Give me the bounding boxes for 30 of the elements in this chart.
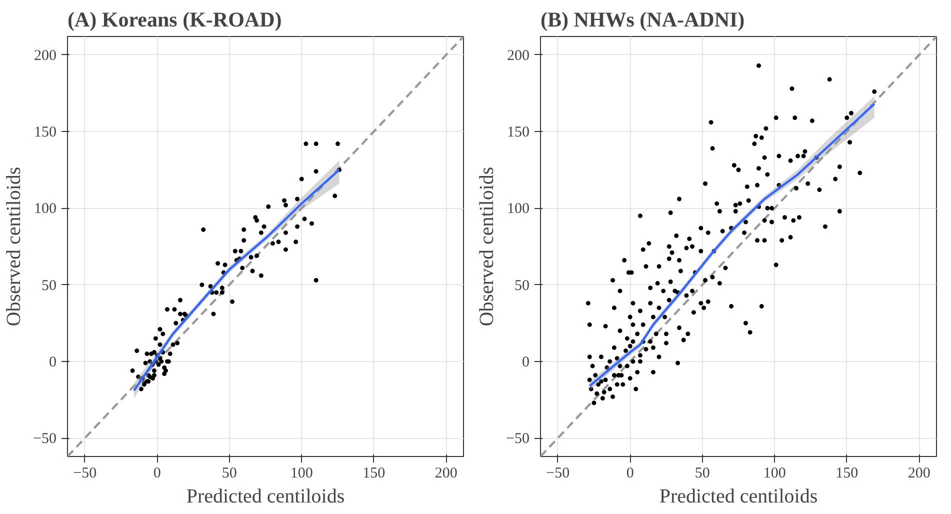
x-tick-label: 150 xyxy=(362,466,386,482)
chart-title: (B) NHWs (NA-ADNI) xyxy=(540,8,745,32)
y-tick-label: 200 xyxy=(507,48,530,64)
y-axis-title: Observed centiloids xyxy=(3,166,26,326)
y-tick-label: 150 xyxy=(34,124,56,141)
y-tick-label: −50 xyxy=(506,431,530,448)
y-tick-label: 100 xyxy=(507,201,530,218)
y-tick-label: 100 xyxy=(34,201,56,218)
x-tick-label: 200 xyxy=(434,466,458,482)
x-tick-label: 100 xyxy=(290,466,313,482)
x-tick-label: 200 xyxy=(908,466,930,482)
y-tick-label: 150 xyxy=(507,124,530,141)
x-axis-title: Predicted centiloids xyxy=(186,486,345,508)
x-tick-label: 50 xyxy=(694,466,710,482)
x-tick-label: 100 xyxy=(763,466,786,482)
y-tick-label: 50 xyxy=(42,278,56,294)
y-tick-label: 50 xyxy=(514,278,530,294)
chart-title: (A) Koreans (K-ROAD) xyxy=(68,8,282,32)
y-tick-label: 0 xyxy=(49,354,56,370)
x-tick-label: 50 xyxy=(222,466,237,482)
y-tick-label: 0 xyxy=(522,354,530,370)
x-tick-label: 0 xyxy=(153,466,161,482)
x-axis-title: Predicted centiloids xyxy=(659,486,818,508)
y-tick-label: 200 xyxy=(34,48,56,64)
x-tick-label: −50 xyxy=(73,466,97,482)
y-axis-title: Observed centiloids xyxy=(476,166,498,326)
y-tick-label: −50 xyxy=(33,431,57,448)
x-tick-label: −50 xyxy=(546,466,570,482)
x-tick-label: 0 xyxy=(626,466,634,482)
x-tick-label: 150 xyxy=(836,466,858,482)
